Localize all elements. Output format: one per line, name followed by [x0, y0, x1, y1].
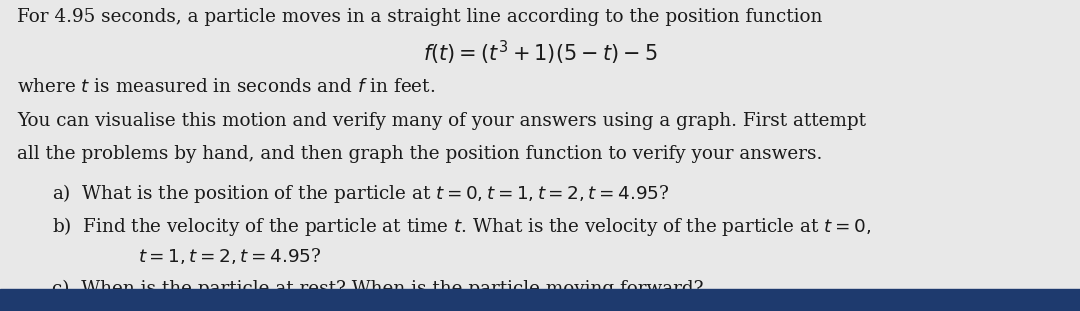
Text: b)  Find the velocity of the particle at time $t$. What is the velocity of the p: b) Find the velocity of the particle at …	[52, 215, 872, 238]
Text: a)  What is the position of the particle at $t = 0, t = 1, t = 2, t = 4.95$?: a) What is the position of the particle …	[52, 182, 670, 205]
Text: $f(t) = (t^3 + 1)(5 - t) - 5$: $f(t) = (t^3 + 1)(5 - t) - 5$	[422, 39, 658, 67]
Text: all the problems by hand, and then graph the position function to verify your an: all the problems by hand, and then graph…	[17, 145, 823, 163]
Text: You can visualise this motion and verify many of your answers using a graph. Fir: You can visualise this motion and verify…	[17, 112, 866, 130]
Bar	[0, 289, 1080, 311]
Text: For 4.95 seconds, a particle moves in a straight line according to the position : For 4.95 seconds, a particle moves in a …	[17, 8, 823, 26]
Text: $t = 1, t = 2, t = 4.95$?: $t = 1, t = 2, t = 4.95$?	[103, 246, 321, 266]
Text: c)  When is the particle at rest? When is the particle moving forward?: c) When is the particle at rest? When is…	[52, 279, 703, 298]
Text: where $t$ is measured in seconds and $f$ in feet.: where $t$ is measured in seconds and $f$…	[17, 77, 435, 95]
